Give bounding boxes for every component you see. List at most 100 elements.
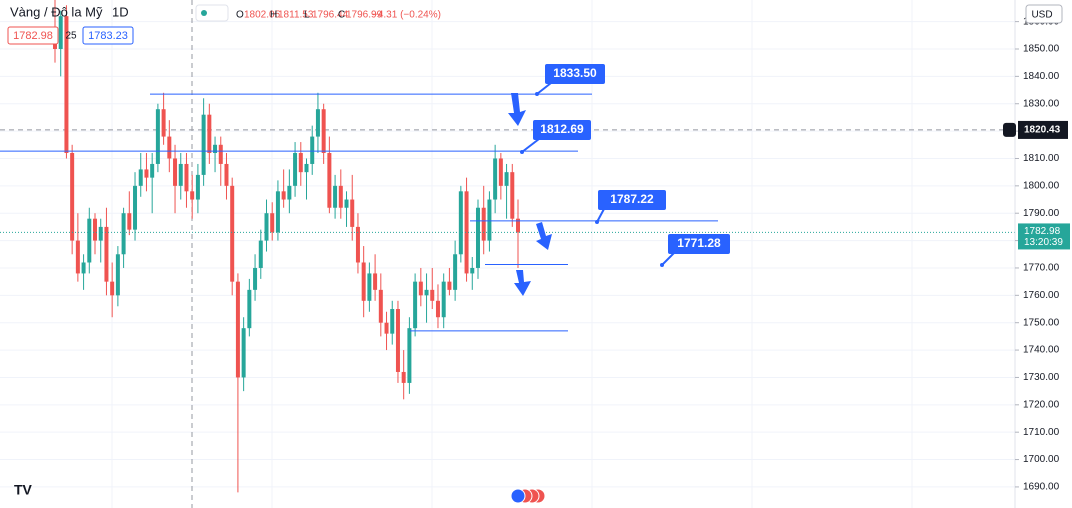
candle-body (264, 213, 269, 241)
candle-body (407, 328, 412, 383)
ohlc-key: C (338, 10, 345, 21)
candle-body (367, 273, 372, 301)
candle-body (378, 289, 383, 323)
candle-body (184, 163, 189, 192)
ask-box[interactable] (82, 26, 134, 45)
candle-body (441, 281, 446, 318)
candle-body (81, 262, 86, 274)
arrows (508, 93, 552, 296)
candle-body (155, 109, 160, 164)
candle-body (315, 109, 320, 137)
candle-body (133, 185, 138, 230)
currency: USD (1031, 10, 1052, 21)
callout-label: 1812.69 (540, 122, 584, 136)
callout-label: 1771.28 (677, 236, 721, 250)
candle-body (458, 191, 463, 255)
candle-body (350, 199, 355, 227)
candle-body (327, 153, 332, 208)
candle-body (207, 114, 212, 154)
status-badge[interactable] (195, 4, 229, 22)
candle-body (98, 226, 103, 241)
candle-body (470, 267, 475, 274)
candle-body (504, 172, 509, 186)
spread: 25 (65, 31, 77, 42)
flags (510, 488, 546, 504)
candle-body (390, 309, 395, 334)
y-tick-label: 1850.00 (1023, 44, 1060, 55)
grid (0, 0, 1015, 508)
candle-body (510, 172, 515, 219)
candle-body (58, 16, 63, 49)
candle-body (338, 185, 343, 208)
candle-body (230, 185, 235, 282)
callout-anchor (520, 150, 524, 154)
candle-body (270, 213, 275, 233)
y-tick-label: 1840.00 (1023, 71, 1060, 82)
candle-body (384, 322, 389, 334)
bid-box[interactable] (7, 26, 59, 45)
candle-body (355, 226, 360, 263)
candle-body (201, 114, 206, 175)
candle-body (247, 289, 252, 329)
y-tick-label: 1810.00 (1023, 153, 1060, 164)
candle-body (87, 218, 92, 263)
candle-body (161, 109, 166, 137)
candle-body (275, 191, 280, 233)
ohlc-key: H (270, 10, 277, 21)
ask: 1783.23 (88, 30, 128, 42)
logo: TV (14, 482, 33, 498)
candle-body (287, 185, 292, 200)
y-tick-label: 1800.00 (1023, 180, 1060, 191)
candle-body (333, 185, 338, 208)
callout-anchor (535, 92, 539, 96)
callout-pointer (521, 138, 540, 153)
candle-body (224, 163, 229, 186)
market-open-dot (201, 10, 207, 16)
candle-body (304, 163, 309, 173)
callout-box (668, 234, 730, 254)
ohlc-legend: O 1802.05H 1811.53L 1796.44C 1796.99 (236, 10, 383, 21)
candle-body (235, 281, 240, 378)
candle-body (241, 328, 246, 378)
candle-body (498, 158, 503, 186)
candle-body (121, 213, 126, 255)
candle-body (435, 300, 440, 318)
candle-body (144, 169, 149, 178)
candle-body (138, 169, 143, 186)
candle-body (75, 240, 80, 274)
candle-body (344, 199, 349, 208)
candle-body (310, 136, 315, 164)
candle-body (481, 207, 486, 241)
candle-body (213, 144, 218, 154)
callout-box (598, 190, 666, 210)
candle-body (493, 158, 498, 200)
crosshair-plus (1003, 122, 1016, 137)
callout-pointer (661, 252, 675, 266)
callout-box (533, 120, 591, 140)
y-tick-label: 1690.00 (1023, 482, 1060, 493)
y-tick-label: 1750.00 (1023, 317, 1060, 328)
callout-pointer (536, 82, 552, 95)
candle-body (413, 281, 418, 329)
bid: 1782.98 (13, 30, 53, 42)
candle-body (453, 254, 458, 290)
ohlc-value: 1802.05 (244, 10, 281, 21)
callout-label: 1787.22 (610, 192, 654, 206)
ohlc-value: 1796.99 (346, 10, 383, 21)
currency-button[interactable] (1025, 4, 1063, 24)
candle-body (127, 213, 132, 230)
axis-labels: 1690.00 1700.00 1710.00 1720.00 1730.00 1740.… (1003, 16, 1070, 493)
countdown: 13:20:39 (1024, 237, 1063, 248)
change: −4.31 (−0.24%) (372, 10, 441, 21)
y-tick-label: 1770.00 (1023, 263, 1060, 274)
candle-body (104, 226, 109, 282)
candle-body (401, 371, 406, 383)
candle-body (70, 153, 75, 241)
y-tick-label: 1740.00 (1023, 345, 1060, 356)
candle-body (93, 218, 98, 241)
candle-body (64, 16, 69, 154)
callout-anchor (660, 263, 664, 267)
candle-body (167, 136, 172, 159)
candle-body (173, 158, 178, 186)
arrow (514, 270, 531, 296)
